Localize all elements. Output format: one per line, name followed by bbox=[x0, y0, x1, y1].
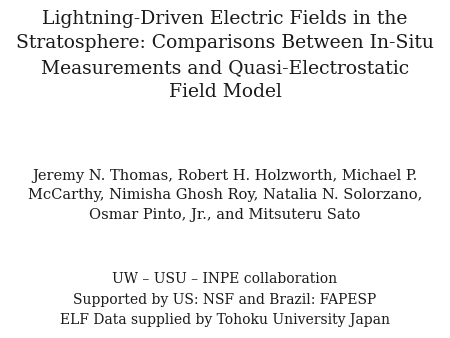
Text: Jeremy N. Thomas, Robert H. Holzworth, Michael P.
McCarthy, Nimisha Ghosh Roy, N: Jeremy N. Thomas, Robert H. Holzworth, M… bbox=[28, 169, 422, 222]
Text: UW – USU – INPE collaboration
Supported by US: NSF and Brazil: FAPESP
ELF Data s: UW – USU – INPE collaboration Supported … bbox=[60, 272, 390, 327]
Text: Lightning-Driven Electric Fields in the
Stratosphere: Comparisons Between In-Sit: Lightning-Driven Electric Fields in the … bbox=[16, 10, 434, 101]
